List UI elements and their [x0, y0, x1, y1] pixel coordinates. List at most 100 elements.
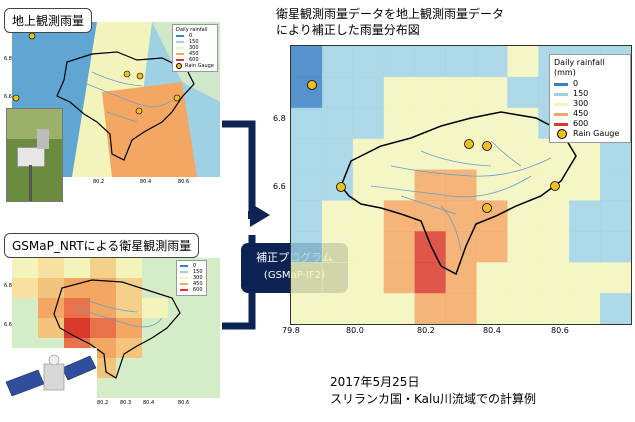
- tick-label: 80.6: [178, 179, 190, 185]
- satellite-map-legend: 0 150 300 450 600: [176, 260, 207, 296]
- heatmap-cell: [569, 293, 601, 324]
- tick-label: 80.6: [551, 326, 569, 335]
- legend-item: Rain Gauge: [554, 129, 626, 139]
- tick-label: 6.6: [273, 182, 286, 191]
- tick-label: 80.4: [143, 400, 155, 406]
- tick-label: 80.3: [120, 400, 132, 406]
- tick-label: 80.6: [178, 400, 190, 406]
- heatmap-cell: [321, 138, 354, 171]
- heatmap-cell: [600, 293, 631, 324]
- heatmap-cell: [383, 46, 416, 78]
- rain-gauge-marker: [336, 182, 346, 192]
- heatmap-cell: [476, 231, 508, 263]
- rain-gauge-marker: [482, 141, 492, 151]
- tick-label: 80.2: [93, 179, 105, 185]
- heatmap-cell: [507, 293, 539, 324]
- heatmap-cell: [383, 107, 416, 140]
- heatmap-cell: [445, 200, 477, 232]
- heatmap-cell: [414, 262, 447, 294]
- basin-overlay: [307, 80, 577, 276]
- heatmap-cell: [383, 262, 416, 294]
- heatmap-cell: [291, 200, 323, 232]
- rain-gauge-marker: [173, 94, 181, 102]
- heatmap-cell: [445, 293, 477, 324]
- main-map-title: 衛星観測雨量データを地上観測雨量データ により補正した雨量分布図: [276, 7, 505, 37]
- heatmap-cell: [507, 76, 539, 109]
- corrected-rain-map: Daily rainfall (mm) 0 150 300 450 600 Ra…: [290, 45, 632, 325]
- heatmap-cell: [383, 231, 416, 263]
- heatmap-cell: [291, 46, 323, 78]
- rain-gauge-marker: [136, 72, 144, 80]
- flow-arrows: [222, 120, 270, 330]
- legend-item: 300: [554, 99, 626, 109]
- heatmap-cell: [352, 76, 385, 109]
- heatmap-cell: [476, 46, 508, 78]
- heatmap-cell: [476, 200, 508, 232]
- heatmap-cell: [507, 169, 539, 201]
- heatmap-cell: [507, 138, 539, 171]
- heatmap-cell: [476, 293, 508, 324]
- heatmap-cell: [538, 231, 570, 263]
- heatmap-cell: [569, 262, 601, 294]
- heatmap-cell: [321, 76, 354, 109]
- heatmap-cell: [507, 107, 539, 140]
- heatmap-cell: [445, 76, 477, 109]
- heatmap-cell: [352, 169, 385, 201]
- heatmap-cell: [321, 231, 354, 263]
- heatmap-cell: [383, 293, 416, 324]
- legend-item: 150: [554, 89, 626, 99]
- heatmap-cell: [414, 169, 447, 201]
- heatmap-cell: [600, 200, 631, 232]
- caption-date: 2017年5月25日: [330, 375, 420, 389]
- heatmap-cell: [538, 293, 570, 324]
- heatmap-cell: [445, 46, 477, 78]
- heatmap-cell: [321, 293, 354, 324]
- tick-label: 6.8: [273, 114, 286, 123]
- satellite-observation-callout: GSMaP_NRTによる衛星観測雨量: [4, 233, 200, 258]
- heatmap-cell: [352, 262, 385, 294]
- tick-label: 80.2: [417, 326, 435, 335]
- tick-label: 80.4: [140, 179, 152, 185]
- heatmap-grid: [291, 46, 631, 324]
- rain-gauge-marker: [307, 80, 317, 90]
- tick-label: 6.8: [4, 283, 12, 289]
- heatmap-cell: [569, 231, 601, 263]
- heatmap-cell: [600, 138, 631, 171]
- heatmap-cell: [321, 46, 354, 78]
- tick-label: 80.0: [346, 326, 364, 335]
- tick-label: 80.2: [97, 400, 109, 406]
- rain-gauge-photo: [6, 108, 63, 202]
- legend-item: 450: [554, 109, 626, 119]
- tick-label: 6.6: [4, 322, 12, 328]
- legend-item: 600: [554, 119, 626, 129]
- heatmap-cell: [507, 262, 539, 294]
- heatmap-cell: [476, 262, 508, 294]
- heatmap-cell: [383, 76, 416, 109]
- heatmap-cell: [476, 76, 508, 109]
- heatmap-cell: [291, 262, 323, 294]
- heatmap-cell: [414, 76, 447, 109]
- satellite-icon: [5, 354, 97, 397]
- heatmap-cell: [538, 200, 570, 232]
- ground-map-legend: Daily rainfall 0 150 300 450 600 Rain Ga…: [172, 24, 218, 72]
- legend-title: Daily rainfall (mm): [554, 58, 605, 77]
- caption-location: スリランカ国・Kalu川流域での計算例: [330, 392, 536, 406]
- heatmap-cell: [291, 169, 323, 201]
- heatmap-cell: [291, 138, 323, 171]
- tick-label: 79.8: [282, 326, 300, 335]
- heatmap-cell: [321, 107, 354, 140]
- main-map-legend: Daily rainfall (mm) 0 150 300 450 600 Ra…: [549, 54, 631, 143]
- heatmap-cell: [569, 200, 601, 232]
- heatmap-cell: [600, 262, 631, 294]
- heatmap-cell: [414, 231, 447, 263]
- heatmap-cell: [600, 231, 631, 263]
- rain-gauge-marker: [550, 181, 560, 191]
- rain-gauge-marker: [482, 203, 492, 213]
- heatmap-cell: [476, 138, 508, 171]
- heatmap-cell: [507, 46, 539, 78]
- heatmap-cell: [507, 231, 539, 263]
- heatmap-cell: [352, 107, 385, 140]
- rain-gauge-marker: [464, 139, 474, 149]
- heatmap-cell: [352, 46, 385, 78]
- heatmap-cell: [291, 231, 323, 263]
